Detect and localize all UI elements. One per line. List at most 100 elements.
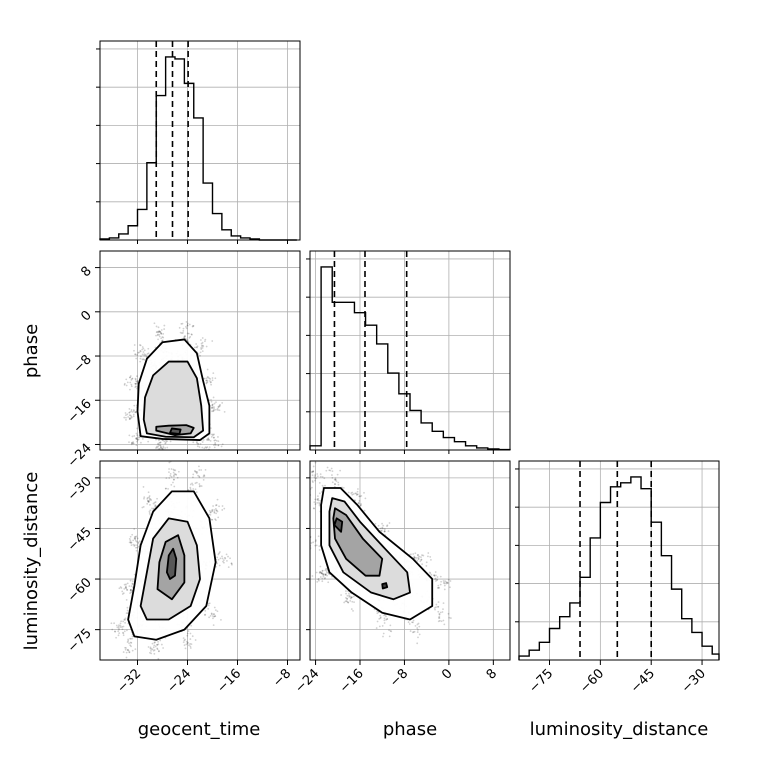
scatter-point [351, 491, 354, 494]
scatter-point [211, 510, 213, 513]
scatter-point [213, 446, 216, 449]
scatter-point [134, 411, 137, 414]
scatter-point [217, 440, 220, 443]
scatter-point [317, 497, 320, 500]
scatter-point [311, 471, 314, 474]
scatter-point [123, 618, 126, 621]
scatter-point [213, 439, 216, 442]
scatter-point [314, 498, 317, 501]
scatter-point [166, 440, 169, 443]
scatter-point [206, 439, 209, 441]
scatter-point [191, 325, 194, 328]
scatter-point [132, 415, 135, 418]
scatter-point [200, 347, 203, 349]
scatter-point [126, 649, 129, 651]
scatter-point [416, 627, 419, 629]
scatter-point [203, 377, 206, 380]
scatter-point [143, 496, 146, 498]
scatter-point [185, 321, 188, 323]
scatter-point [359, 495, 362, 498]
scatter-point [336, 473, 339, 476]
scatter-point [412, 631, 415, 633]
scatter-point [318, 501, 320, 504]
scatter-point [349, 597, 352, 600]
scatter-point [141, 353, 144, 356]
scatter-point [158, 447, 161, 450]
contour-line-2 [156, 534, 186, 601]
scatter-point [187, 641, 189, 644]
scatter-point [155, 447, 157, 449]
scatter-point [141, 358, 144, 361]
scatter-point [136, 546, 139, 549]
scatter-point [435, 574, 437, 577]
scatter-point [345, 596, 347, 599]
scatter-point [213, 444, 215, 446]
scatter-point [155, 438, 157, 441]
x-axis-label-luminosity_distance: luminosity_distance [530, 719, 709, 740]
scatter-point [137, 438, 140, 441]
scatter-point [131, 377, 134, 380]
scatter-point [445, 582, 448, 585]
scatter-point [125, 384, 128, 387]
scatter-point [128, 411, 131, 413]
scatter-point [146, 496, 149, 499]
scatter-point [351, 493, 354, 496]
scatter-point [199, 339, 202, 341]
scatter-point [206, 368, 209, 371]
scatter-point [388, 629, 390, 632]
scatter-point [417, 629, 419, 631]
scatter-point [213, 511, 216, 514]
scatter-point [131, 435, 134, 438]
scatter-point [420, 556, 422, 559]
scatter-point [223, 507, 226, 510]
scatter-point [183, 644, 186, 647]
scatter-point [312, 470, 315, 473]
contour-line-0 [127, 490, 217, 641]
scatter-point [352, 493, 355, 495]
scatter-point [113, 630, 116, 633]
scatter-point [216, 562, 219, 565]
scatter-point [442, 608, 444, 610]
scatter-point [129, 381, 132, 384]
scatter-point [190, 643, 193, 645]
panel-frame-joint [99, 460, 301, 661]
scatter-point [184, 335, 186, 337]
scatter-point [182, 637, 185, 640]
scatter-point [443, 581, 445, 584]
scatter-point [125, 651, 128, 654]
scatter-point [381, 625, 384, 627]
scatter-point [152, 646, 155, 649]
scatter-point [150, 652, 153, 655]
scatter-point [314, 461, 317, 464]
scatter-point [143, 358, 146, 361]
scatter-point [147, 347, 150, 350]
scatter-point [200, 348, 203, 351]
scatter-point [157, 657, 160, 660]
scatter-point [211, 410, 213, 413]
scatter-point [314, 479, 316, 482]
scatter-point [215, 519, 217, 522]
scatter-point [217, 553, 220, 556]
scatter-point [164, 447, 167, 449]
scatter-point [382, 632, 385, 635]
scatter-point [192, 488, 195, 490]
scatter-point [343, 601, 346, 604]
scatter-point [199, 484, 201, 487]
panel-frame-geocent_time [99, 40, 301, 241]
scatter-point [172, 468, 175, 471]
scatter-point [413, 556, 416, 559]
scatter-point [139, 344, 142, 347]
x-axis-label-phase: phase [383, 719, 437, 740]
scatter-point [178, 326, 181, 329]
scatter-point [321, 572, 324, 575]
panel-frame-phase [309, 250, 511, 451]
scatter-point [131, 442, 133, 444]
contour-line-3 [169, 427, 182, 435]
scatter-point [337, 481, 340, 484]
scatter-point [147, 500, 150, 503]
scatter-point [382, 524, 385, 527]
scatter-point [316, 473, 319, 475]
scatter-point [125, 647, 127, 649]
scatter-point [173, 478, 175, 481]
scatter-point [317, 578, 320, 581]
